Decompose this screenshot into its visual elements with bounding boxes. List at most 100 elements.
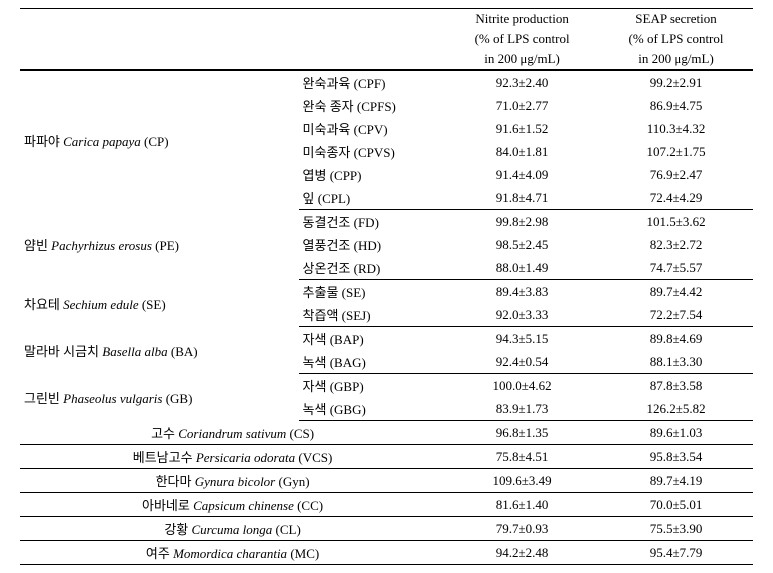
header-seap-line1: SEAP secretion: [599, 9, 753, 30]
subtype-label: 자색 (GBP): [299, 374, 446, 398]
nitrite-value: 91.6±1.52: [445, 117, 599, 140]
nitrite-value: 81.6±1.40: [445, 493, 599, 517]
table-row: 차요테 Sechium edule (SE)추출물 (SE)89.4±3.838…: [20, 280, 753, 304]
group-latin: Basella alba: [102, 344, 167, 359]
header-seap-line2: (% of LPS control: [599, 29, 753, 49]
subtype-label: 녹색 (GBG): [299, 397, 446, 421]
nitrite-value: 92.4±0.54: [445, 350, 599, 374]
group-label: 말라바 시금치 Basella alba (BA): [20, 327, 299, 374]
group-kr: 그린빈: [24, 391, 63, 406]
seap-value: 89.7±4.19: [599, 469, 753, 493]
nitrite-value: 100.0±4.62: [445, 374, 599, 398]
seap-value: 89.6±1.03: [599, 421, 753, 445]
seap-value: 101.5±3.62: [599, 210, 753, 234]
group-latin: Capsicum chinense: [193, 498, 294, 513]
seap-value: 74.7±5.57: [599, 256, 753, 280]
group-kr: 여주: [146, 546, 173, 561]
nitrite-value: 94.2±2.48: [445, 541, 599, 565]
seap-value: 70.0±5.01: [599, 493, 753, 517]
group-code: (SE): [139, 297, 166, 312]
nitrite-value: 96.8±1.35: [445, 421, 599, 445]
seap-value: 87.8±3.58: [599, 374, 753, 398]
seap-value: 110.3±4.32: [599, 117, 753, 140]
nitrite-value: 99.8±2.98: [445, 210, 599, 234]
group-kr: 차요테: [24, 297, 63, 312]
group-label: 얌빈 Pachyrhizus erosus (PE): [20, 210, 299, 280]
data-table: Nitrite production SEAP secretion (% of …: [20, 8, 753, 565]
table-row: 강황 Curcuma longa (CL)79.7±0.9375.5±3.90: [20, 517, 753, 541]
header-nitrite-line2: (% of LPS control: [445, 29, 599, 49]
seap-value: 86.9±4.75: [599, 94, 753, 117]
nitrite-value: 83.9±1.73: [445, 397, 599, 421]
group-label: 아바네로 Capsicum chinense (CC): [20, 493, 445, 517]
subtype-label: 상온건조 (RD): [299, 256, 446, 280]
nitrite-value: 94.3±5.15: [445, 327, 599, 351]
group-code: (CL): [272, 522, 301, 537]
header-seap-line3: in 200 μg/mL): [599, 49, 753, 70]
subtype-label: 추출물 (SE): [299, 280, 446, 304]
nitrite-value: 79.7±0.93: [445, 517, 599, 541]
group-code: (CS): [286, 426, 314, 441]
table-row: 베트남고수 Persicaria odorata (VCS)75.8±4.519…: [20, 445, 753, 469]
seap-value: 89.8±4.69: [599, 327, 753, 351]
group-label: 여주 Momordica charantia (MC): [20, 541, 445, 565]
header-nitrite-line1: Nitrite production: [445, 9, 599, 30]
nitrite-value: 84.0±1.81: [445, 140, 599, 163]
group-code: (Gyn): [275, 474, 309, 489]
subtype-label: 녹색 (BAG): [299, 350, 446, 374]
seap-value: 95.4±7.79: [599, 541, 753, 565]
table-row: 파파야 Carica papaya (CP)완숙과육 (CPF)92.3±2.4…: [20, 70, 753, 94]
table-header: Nitrite production SEAP secretion (% of …: [20, 9, 753, 71]
table-row: 그린빈 Phaseolus vulgaris (GB)자색 (GBP)100.0…: [20, 374, 753, 398]
table-row: 여주 Momordica charantia (MC)94.2±2.4895.4…: [20, 541, 753, 565]
nitrite-value: 92.3±2.40: [445, 70, 599, 94]
nitrite-value: 92.0±3.33: [445, 303, 599, 327]
nitrite-value: 88.0±1.49: [445, 256, 599, 280]
seap-value: 75.5±3.90: [599, 517, 753, 541]
subtype-label: 완숙과육 (CPF): [299, 70, 446, 94]
seap-value: 82.3±2.72: [599, 233, 753, 256]
group-code: (PE): [152, 238, 179, 253]
table-row: 말라바 시금치 Basella alba (BA)자색 (BAP)94.3±5.…: [20, 327, 753, 351]
group-latin: Momordica charantia: [173, 546, 287, 561]
subtype-label: 완숙 종자 (CPFS): [299, 94, 446, 117]
group-label: 고수 Coriandrum sativum (CS): [20, 421, 445, 445]
group-code: (BA): [168, 344, 198, 359]
group-code: (MC): [287, 546, 319, 561]
subtype-label: 열풍건조 (HD): [299, 233, 446, 256]
group-label: 한다마 Gynura bicolor (Gyn): [20, 469, 445, 493]
group-latin: Curcuma longa: [191, 522, 272, 537]
subtype-label: 착즙액 (SEJ): [299, 303, 446, 327]
seap-value: 126.2±5.82: [599, 397, 753, 421]
seap-value: 72.4±4.29: [599, 186, 753, 210]
group-label: 그린빈 Phaseolus vulgaris (GB): [20, 374, 299, 421]
group-code: (GB): [162, 391, 192, 406]
group-latin: Phaseolus vulgaris: [63, 391, 162, 406]
group-kr: 말라바 시금치: [24, 344, 102, 359]
subtype-label: 엽병 (CPP): [299, 163, 446, 186]
nitrite-value: 71.0±2.77: [445, 94, 599, 117]
table-body: 파파야 Carica papaya (CP)완숙과육 (CPF)92.3±2.4…: [20, 70, 753, 565]
seap-value: 99.2±2.91: [599, 70, 753, 94]
table-row: 얌빈 Pachyrhizus erosus (PE)동결건조 (FD)99.8±…: [20, 210, 753, 234]
group-kr: 아바네로: [142, 498, 193, 513]
subtype-label: 미숙과육 (CPV): [299, 117, 446, 140]
seap-value: 107.2±1.75: [599, 140, 753, 163]
subtype-label: 자색 (BAP): [299, 327, 446, 351]
nitrite-value: 109.6±3.49: [445, 469, 599, 493]
group-latin: Sechium edule: [63, 297, 138, 312]
group-code: (CC): [294, 498, 323, 513]
group-label: 차요테 Sechium edule (SE): [20, 280, 299, 327]
group-kr: 한다마: [156, 474, 195, 489]
table-row: 고수 Coriandrum sativum (CS)96.8±1.3589.6±…: [20, 421, 753, 445]
group-kr: 파파야: [24, 134, 63, 149]
group-code: (CP): [141, 134, 169, 149]
seap-value: 72.2±7.54: [599, 303, 753, 327]
header-nitrite-line3: in 200 μg/mL): [445, 49, 599, 70]
group-kr: 베트남고수: [133, 450, 196, 465]
seap-value: 88.1±3.30: [599, 350, 753, 374]
nitrite-value: 98.5±2.45: [445, 233, 599, 256]
group-kr: 얌빈: [24, 238, 51, 253]
group-label: 베트남고수 Persicaria odorata (VCS): [20, 445, 445, 469]
seap-value: 89.7±4.42: [599, 280, 753, 304]
